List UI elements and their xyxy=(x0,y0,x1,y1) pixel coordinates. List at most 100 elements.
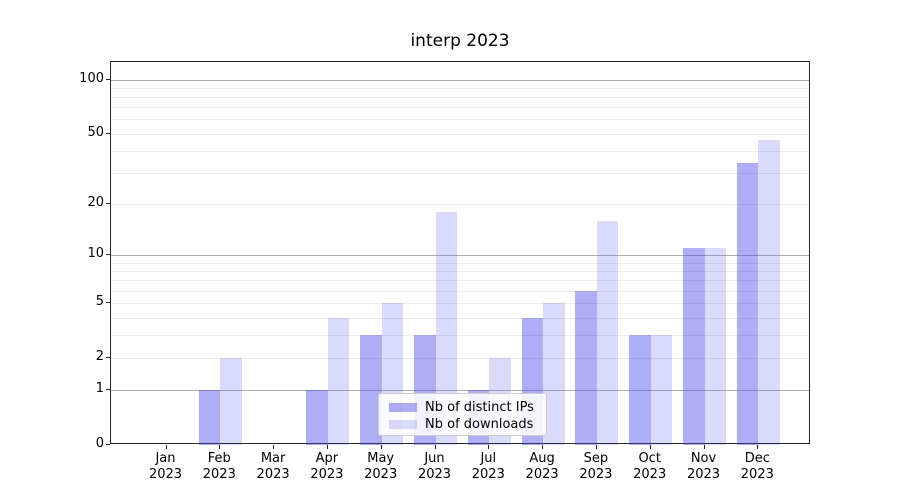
x-tick-mark xyxy=(649,445,651,449)
x-tick-year: 2023 xyxy=(417,467,452,482)
bar xyxy=(736,163,759,445)
bar xyxy=(650,335,673,445)
y-tick-label: 20 xyxy=(87,194,104,210)
x-tick-year: 2023 xyxy=(633,467,667,482)
x-tick-month: Jan xyxy=(155,451,176,466)
gridline-minor xyxy=(111,280,809,282)
gridline-major xyxy=(111,390,809,392)
gridline-minor xyxy=(111,262,809,264)
bar xyxy=(575,290,597,445)
plot-area xyxy=(110,61,810,445)
legend-label-downloads: Nb of downloads xyxy=(425,417,534,432)
x-tick-label: Jul 2023 xyxy=(456,451,520,483)
x-tick-month: Feb xyxy=(207,451,231,466)
bar xyxy=(683,248,705,445)
x-tick-month: Mar xyxy=(260,451,286,466)
y-tick-mark xyxy=(106,78,110,80)
x-tick-month: Oct xyxy=(638,451,661,466)
gridline-minor xyxy=(111,357,809,359)
y-tick-mark xyxy=(106,444,110,445)
y-tick-mark xyxy=(106,389,110,391)
bar xyxy=(758,140,780,445)
x-tick-year: 2023 xyxy=(148,467,183,482)
y-tick-label: 0 xyxy=(95,436,104,451)
gridline-minor xyxy=(111,270,809,272)
gridline-minor xyxy=(111,150,809,152)
gridline-minor xyxy=(111,173,809,175)
gridline-minor xyxy=(111,203,809,205)
legend: Nb of distinct IPs Nb of downloads xyxy=(378,393,547,436)
x-tick-month: Dec xyxy=(744,451,770,466)
gridline-minor xyxy=(111,107,809,109)
legend-item-distinct-ips: Nb of distinct IPs xyxy=(389,399,546,416)
gridline-minor xyxy=(111,87,809,89)
x-tick-label: Dec 2023 xyxy=(725,451,789,483)
legend-label-distinct-ips: Nb of distinct IPs xyxy=(425,400,534,415)
x-tick-label: Mar 2023 xyxy=(241,451,305,483)
x-tick-label: Jun 2023 xyxy=(403,451,467,483)
x-tick-mark xyxy=(542,445,544,449)
y-tick-label: 2 xyxy=(95,348,104,364)
x-tick-year: 2023 xyxy=(579,467,613,482)
gridline-major xyxy=(111,79,809,81)
x-tick-year: 2023 xyxy=(310,467,344,482)
y-tick-label: 50 xyxy=(87,124,104,140)
x-tick-year: 2023 xyxy=(202,467,236,482)
y-tick-mark xyxy=(106,254,110,256)
bar xyxy=(435,211,457,445)
gridline-minor xyxy=(111,290,809,292)
bar xyxy=(629,335,651,445)
x-tick-mark xyxy=(326,445,328,449)
x-tick-label: Apr 2023 xyxy=(295,451,359,483)
x-tick-month: Jul xyxy=(480,451,497,466)
x-tick-year: 2023 xyxy=(256,467,290,482)
chart-title: interp 2023 xyxy=(410,31,510,51)
bar xyxy=(306,390,328,445)
y-tick-mark xyxy=(106,302,110,304)
y-tick-label: 10 xyxy=(87,246,104,262)
bar xyxy=(543,303,565,445)
x-tick-month: May xyxy=(367,451,395,466)
x-tick-label: May 2023 xyxy=(349,451,413,483)
x-tick-year: 2023 xyxy=(740,467,774,482)
bar xyxy=(360,335,382,445)
gridline-minor xyxy=(111,303,809,305)
gridline-major xyxy=(111,255,809,257)
x-tick-label: Nov 2023 xyxy=(672,451,736,483)
x-tick-year: 2023 xyxy=(686,467,721,482)
x-tick-mark xyxy=(165,445,167,449)
bar xyxy=(327,317,350,445)
x-tick-mark xyxy=(703,445,705,449)
y-tick-label: 5 xyxy=(95,294,104,310)
bar xyxy=(596,220,619,445)
y-tick-mark xyxy=(106,132,110,134)
x-tick-month: Sep xyxy=(583,451,609,466)
x-tick-year: 2023 xyxy=(525,467,559,482)
gridline-minor xyxy=(111,317,809,319)
x-tick-mark xyxy=(434,445,436,449)
x-tick-mark xyxy=(757,445,759,449)
x-tick-year: 2023 xyxy=(364,467,398,482)
x-tick-label: Feb 2023 xyxy=(187,451,251,483)
x-tick-label: Sep 2023 xyxy=(564,451,628,483)
gridline-minor xyxy=(111,119,809,121)
bar xyxy=(220,357,242,445)
x-tick-mark xyxy=(219,445,221,449)
gridline-minor xyxy=(111,133,809,135)
bar xyxy=(198,390,221,445)
x-tick-month: Apr xyxy=(315,451,339,466)
x-tick-mark xyxy=(273,445,275,449)
x-tick-label: Oct 2023 xyxy=(618,451,682,483)
legend-swatch-distinct-ips xyxy=(389,403,417,412)
x-tick-year: 2023 xyxy=(471,467,505,482)
y-tick-label: 100 xyxy=(79,70,104,86)
x-tick-label: Jan 2023 xyxy=(134,451,198,483)
y-tick-mark xyxy=(106,356,110,358)
x-tick-month: Aug xyxy=(529,451,555,466)
legend-item-downloads: Nb of downloads xyxy=(389,416,546,433)
x-tick-mark xyxy=(595,445,597,449)
y-tick-label: 1 xyxy=(95,381,104,397)
x-tick-label: Aug 2023 xyxy=(510,451,574,483)
x-tick-month: Jun xyxy=(424,451,445,466)
